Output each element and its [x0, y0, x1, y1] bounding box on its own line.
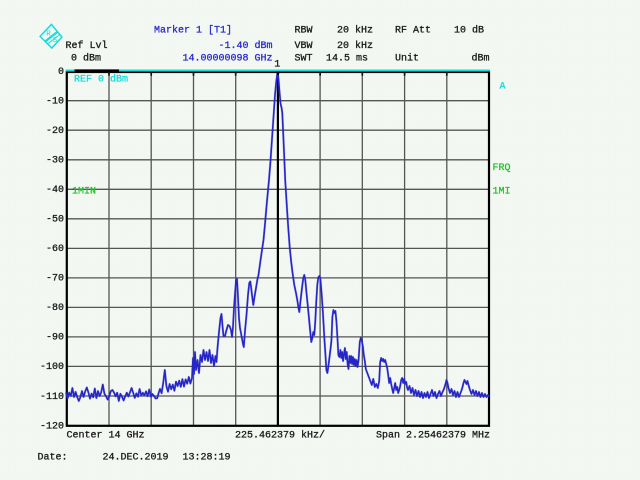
svg-text:0 dBm: 0 dBm	[71, 53, 101, 65]
svg-text:-10: -10	[46, 97, 64, 108]
svg-text:14.5 ms: 14.5 ms	[326, 54, 368, 65]
svg-text:1: 1	[274, 60, 280, 71]
svg-text:VBW: VBW	[295, 41, 313, 52]
svg-text:-100: -100	[40, 362, 64, 373]
svg-text:-60: -60	[46, 244, 64, 255]
svg-text:-90: -90	[46, 333, 64, 344]
svg-text:20 kHz: 20 kHz	[337, 40, 373, 52]
svg-text:-30: -30	[46, 156, 64, 167]
svg-text:-1.40 dBm: -1.40 dBm	[219, 40, 273, 52]
svg-text:24.DEC.2019: 24.DEC.2019	[103, 453, 169, 464]
svg-text:0: 0	[58, 67, 64, 78]
svg-text:225.462379 kHz/: 225.462379 kHz/	[235, 430, 325, 442]
svg-text:-70: -70	[46, 274, 64, 285]
svg-text:Ref Lvl: Ref Lvl	[66, 40, 108, 52]
svg-text:13:28:19: 13:28:19	[183, 453, 231, 464]
svg-text:Date:: Date:	[38, 453, 68, 464]
svg-text:S: S	[53, 37, 58, 45]
svg-text:20 kHz: 20 kHz	[337, 25, 373, 37]
svg-text:-120: -120	[40, 421, 64, 432]
svg-text:10 dB: 10 dB	[454, 25, 484, 37]
svg-text:FRQ: FRQ	[493, 163, 511, 174]
svg-text:-80: -80	[46, 303, 64, 314]
svg-text:1MI: 1MI	[493, 187, 511, 198]
svg-text:Center 14 GHz: Center 14 GHz	[67, 431, 145, 442]
svg-text:dBm: dBm	[472, 53, 490, 65]
svg-text:Span 2.25462379 MHz: Span 2.25462379 MHz	[376, 431, 490, 442]
svg-text:RBW: RBW	[295, 26, 313, 37]
svg-text:SWT: SWT	[295, 54, 313, 65]
svg-text:RF Att: RF Att	[395, 26, 431, 37]
svg-text:Marker 1 [T1]: Marker 1 [T1]	[154, 25, 232, 37]
svg-text:Unit: Unit	[395, 53, 419, 65]
svg-text:-40: -40	[46, 185, 64, 196]
svg-text:-50: -50	[46, 215, 64, 226]
svg-text:-110: -110	[40, 392, 64, 403]
svg-text:R: R	[46, 31, 51, 39]
svg-text:1MIN: 1MIN	[72, 186, 96, 197]
svg-text:-20: -20	[46, 126, 64, 137]
svg-text:A: A	[500, 82, 506, 93]
svg-text:14.00000098 GHz: 14.00000098 GHz	[183, 54, 273, 65]
svg-text:REF 0 dBm: REF 0 dBm	[74, 74, 128, 86]
